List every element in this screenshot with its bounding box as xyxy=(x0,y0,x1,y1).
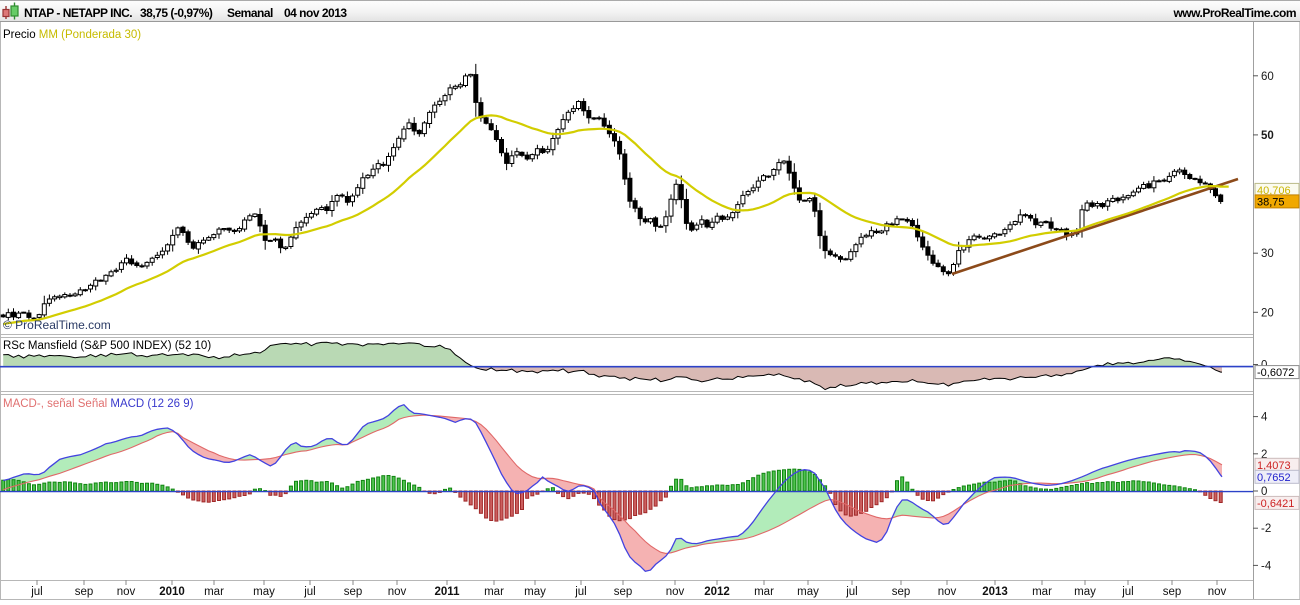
svg-text:nov: nov xyxy=(666,586,685,598)
svg-text:04 nov 2013: 04 nov 2013 xyxy=(284,6,347,20)
svg-text:NTAP - NETAPP INC.: NTAP - NETAPP INC. xyxy=(24,6,132,20)
svg-text:2010: 2010 xyxy=(159,586,185,598)
svg-text:RSc Mansfield (S&P 500 INDEX): RSc Mansfield (S&P 500 INDEX) (52 10) xyxy=(3,340,211,352)
svg-text:2013: 2013 xyxy=(982,586,1008,598)
svg-text:-2: -2 xyxy=(1261,523,1271,535)
svg-text:may: may xyxy=(524,586,546,598)
svg-text:may: may xyxy=(797,586,819,598)
svg-text:may: may xyxy=(1074,586,1096,598)
svg-text:-4: -4 xyxy=(1261,560,1272,572)
svg-text:50: 50 xyxy=(1261,130,1274,142)
svg-text:jul: jul xyxy=(574,586,587,598)
svg-text:0,7652: 0,7652 xyxy=(1257,472,1291,484)
svg-text:Semanal: Semanal xyxy=(227,6,273,20)
svg-text:mar: mar xyxy=(484,586,504,598)
svg-text:sep: sep xyxy=(1163,586,1182,598)
svg-text:sep: sep xyxy=(614,586,633,598)
svg-text:38,75 (-0,97%): 38,75 (-0,97%) xyxy=(140,6,213,20)
svg-text:Precio MM (Ponderada 30): Precio MM (Ponderada 30) xyxy=(3,29,141,41)
svg-text:jul: jul xyxy=(30,586,43,598)
svg-text:jul: jul xyxy=(845,586,858,598)
svg-text:2012: 2012 xyxy=(704,586,730,598)
svg-text:38,75: 38,75 xyxy=(1257,196,1285,208)
svg-text:sep: sep xyxy=(75,586,94,598)
svg-text:sep: sep xyxy=(344,586,363,598)
svg-text:nov: nov xyxy=(117,586,136,598)
svg-text:mar: mar xyxy=(204,586,224,598)
svg-text:-0,6072: -0,6072 xyxy=(1257,367,1294,379)
svg-text:30: 30 xyxy=(1261,248,1274,260)
svg-text:© ProRealTime.com: © ProRealTime.com xyxy=(3,318,111,332)
svg-text:60: 60 xyxy=(1261,71,1274,83)
svg-text:4: 4 xyxy=(1261,412,1268,424)
svg-text:nov: nov xyxy=(1208,586,1227,598)
svg-text:mar: mar xyxy=(1032,586,1052,598)
svg-text:mar: mar xyxy=(754,586,774,598)
svg-text:MACD-, señal Señal MACD (12 26: MACD-, señal Señal MACD (12 26 9) xyxy=(3,398,194,410)
svg-text:20: 20 xyxy=(1261,307,1274,319)
svg-text:may: may xyxy=(253,586,275,598)
svg-text:jul: jul xyxy=(1121,586,1134,598)
svg-text:www.ProRealTime.com: www.ProRealTime.com xyxy=(1172,6,1296,20)
svg-text:-0,6421: -0,6421 xyxy=(1257,498,1294,510)
svg-text:nov: nov xyxy=(388,586,407,598)
svg-text:sep: sep xyxy=(892,586,911,598)
svg-text:2011: 2011 xyxy=(435,586,461,598)
svg-text:jul: jul xyxy=(303,586,316,598)
svg-text:nov: nov xyxy=(938,586,957,598)
